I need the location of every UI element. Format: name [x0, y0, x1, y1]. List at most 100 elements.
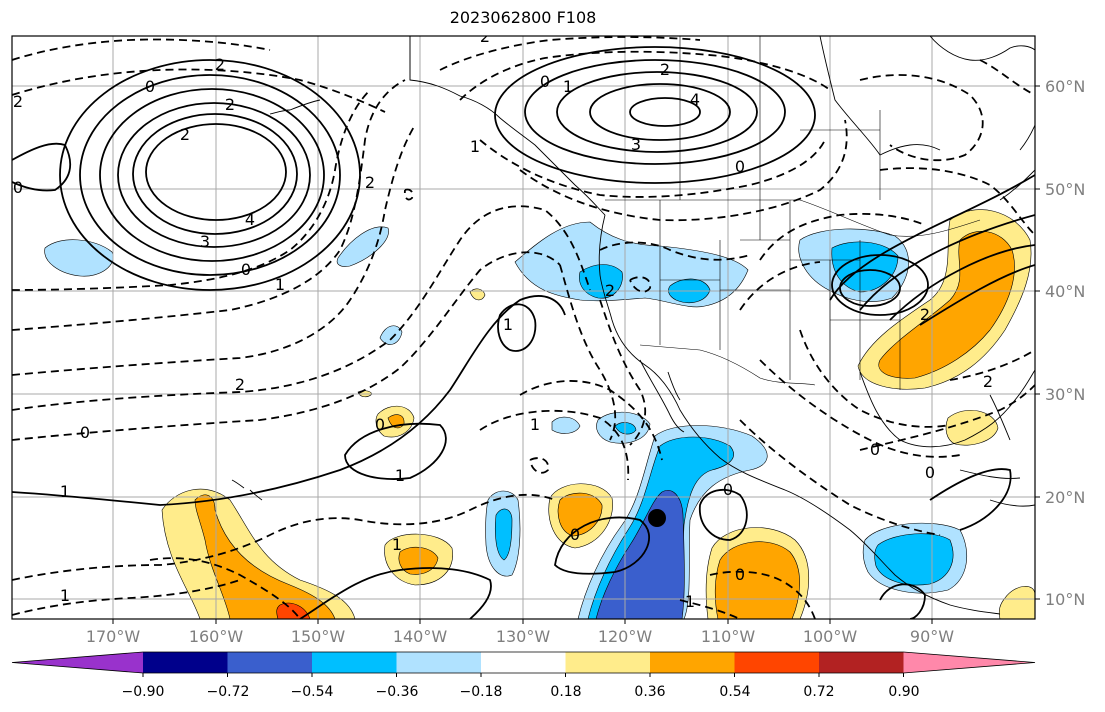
contour-label: 1 — [60, 482, 70, 501]
colorbar-tick-label: 0.90 — [888, 684, 920, 700]
contour-dashed — [519, 380, 663, 461]
contour-solid — [132, 113, 298, 235]
coastlines — [231, 36, 1035, 615]
contour-dashed — [12, 579, 241, 616]
lat-label-40n: 40°N — [1045, 282, 1086, 301]
contour-dashed — [459, 50, 831, 101]
coastline-baja — [639, 359, 685, 433]
contour-dashed — [479, 409, 630, 481]
contour-solid — [859, 214, 1035, 311]
contour-dashed — [529, 457, 550, 474]
coastline-arctic — [929, 36, 1035, 61]
shade-yellow — [998, 586, 1035, 619]
contour-label: 0 — [870, 440, 880, 459]
contour-label: 0 — [80, 423, 90, 442]
colorbar-tick-label: 0.54 — [719, 684, 751, 700]
contour-dashed — [439, 36, 701, 71]
storm-center-marker — [648, 509, 666, 527]
contour-dashed — [949, 349, 1035, 381]
contour-label: 2 — [920, 305, 930, 324]
contour-label: 2 — [660, 60, 670, 79]
colorbar-tick-label: −0.54 — [290, 684, 334, 700]
coastline-florida — [989, 394, 1011, 441]
contour-solid — [929, 468, 1012, 531]
colorbar-segment — [819, 652, 904, 673]
tick-marks — [112, 85, 1040, 624]
lon-label-150w: 150°W — [290, 627, 346, 646]
contour-label: 2 — [180, 125, 190, 144]
colorbar-extend-high — [903, 652, 1035, 673]
contour-solid — [554, 516, 650, 575]
contour-solid — [12, 295, 566, 506]
contour-label: 0 — [570, 525, 580, 544]
colorbar — [11, 651, 1036, 677]
colorbar-segment — [734, 652, 820, 673]
shade-orange — [194, 494, 336, 619]
contour-label: 2 — [983, 372, 993, 391]
colorbar-segment — [143, 652, 228, 673]
colorbar-segment — [481, 652, 566, 673]
contour-dashed — [12, 124, 416, 376]
colorbar-segment — [227, 652, 313, 673]
contour-labels: 2 0 2 2 3 4 0 1 2 4 3 0 1 2 0 2 1 0 2 0 … — [13, 27, 993, 611]
shade-orange — [557, 492, 603, 537]
shade-yellow — [469, 288, 486, 301]
height-contours-dashed — [12, 36, 1035, 619]
contour-solid — [589, 83, 731, 141]
contour-label: 1 — [685, 592, 695, 611]
contour-dashed — [599, 299, 647, 446]
contour-label: 0 — [925, 463, 935, 482]
contour-label: 1 — [530, 415, 540, 434]
contour-solid — [629, 97, 701, 127]
contour-label: 2 — [215, 55, 225, 74]
shade-orange — [714, 541, 800, 619]
contour-label: 3 — [631, 135, 641, 154]
lon-label-130w: 130°W — [495, 627, 551, 646]
contour-label: 2 — [225, 95, 235, 114]
lon-label-110w: 110°W — [700, 627, 756, 646]
lat-label-20n: 20°N — [1045, 488, 1086, 507]
border-us-mexico — [639, 344, 816, 386]
contour-solid — [117, 102, 311, 248]
contour-label: 1 — [395, 466, 405, 485]
contour-dashed — [879, 167, 1035, 236]
political-borders — [409, 36, 981, 390]
lat-label-10n: 10°N — [1045, 590, 1086, 609]
contour-dashed — [12, 38, 271, 61]
contour-label: 0 — [241, 260, 251, 279]
colorbar-segment — [312, 652, 397, 673]
contour-label: 2 — [480, 27, 490, 46]
contour-label: 1 — [275, 275, 285, 294]
province-borders — [679, 36, 881, 200]
contour-solid — [829, 174, 1035, 301]
contour-dashed — [759, 359, 961, 458]
colorbar-segment — [650, 652, 735, 673]
contour-label: 1 — [60, 586, 70, 605]
colorbar-tick-label: −0.36 — [375, 684, 419, 700]
lon-label-170w: 170°W — [85, 627, 141, 646]
lat-label-60n: 60°N — [1045, 77, 1086, 96]
shade-yellow — [945, 410, 999, 446]
contour-dashed — [12, 68, 386, 113]
contour-label: 0 — [735, 565, 745, 584]
colorbar-tick-label: 0.18 — [550, 684, 582, 700]
contour-label: 2 — [605, 281, 615, 300]
contour-label: 1 — [470, 137, 480, 156]
contour-dashed — [12, 79, 406, 331]
contour-solid — [889, 244, 1035, 321]
colorbar-tick-label: 0.72 — [803, 684, 835, 700]
contour-dashed — [799, 329, 951, 428]
contour-dashed — [599, 241, 751, 261]
coastline-caribbean — [959, 469, 1035, 507]
contour-label: 1 — [563, 77, 573, 96]
contour-dashed — [12, 251, 561, 441]
contour-dashed — [979, 59, 1035, 96]
map-title: 2023062800 F108 — [449, 8, 597, 27]
shade-light-blue — [336, 226, 389, 267]
contour-label: 4 — [245, 210, 255, 229]
coastline-gulf — [859, 369, 1035, 448]
coastline-alaska — [409, 36, 606, 216]
colorbar-tick-label: −0.90 — [121, 684, 165, 700]
lon-label-100w: 100°W — [802, 627, 858, 646]
